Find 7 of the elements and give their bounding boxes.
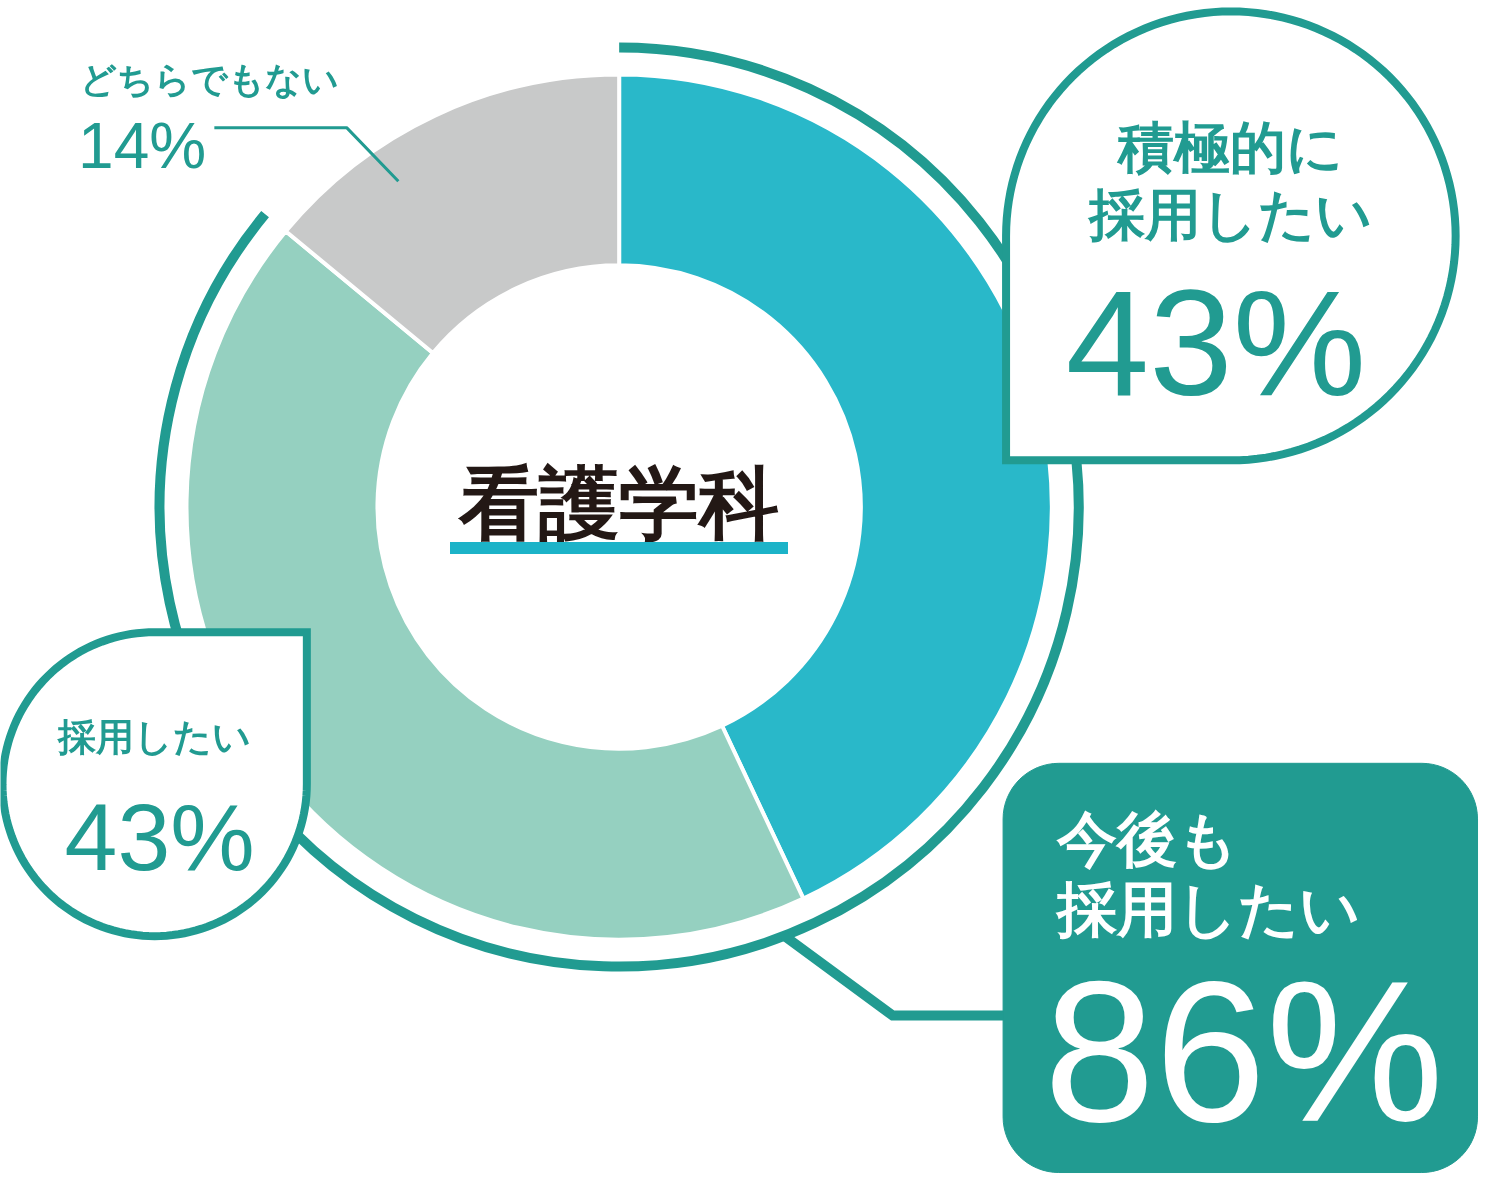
- slice-label: どちらでもない: [80, 59, 340, 101]
- data-label: 43%: [64, 783, 255, 890]
- slice-label: 採用したい: [57, 716, 252, 759]
- data-label: 43%: [1065, 259, 1367, 428]
- data-label: 14%: [78, 109, 207, 182]
- slice-label: 積極的に採用したい: [1087, 116, 1373, 246]
- text: 看護学科: [457, 458, 780, 548]
